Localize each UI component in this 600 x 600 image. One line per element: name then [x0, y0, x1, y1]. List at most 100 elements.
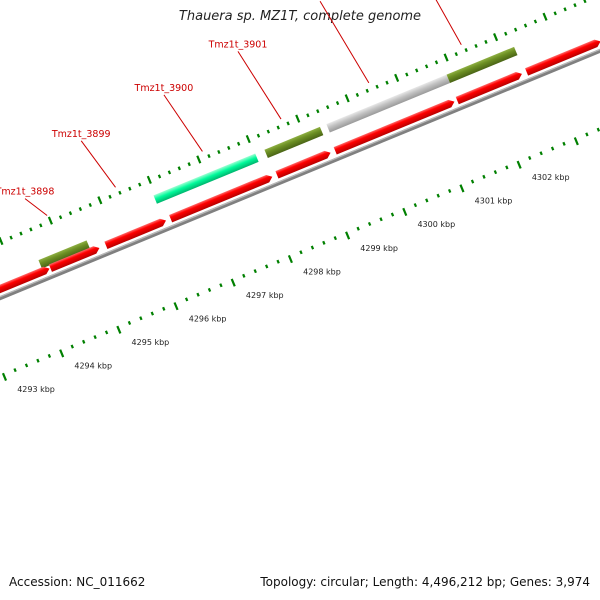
outer-ruler-tick [97, 196, 103, 205]
gene-callout-line [80, 140, 116, 188]
inner-ruler-tick [70, 344, 74, 349]
inner-ruler-tick [596, 127, 600, 132]
inner-ruler-tick [264, 264, 269, 269]
inner-ruler-tick [413, 203, 418, 208]
gene-label[interactable]: Tmz1t_3901 [208, 39, 268, 50]
inner-ruler-tick [436, 193, 440, 198]
outer-ruler-tick [227, 145, 231, 150]
map-title: Thauera sp. MZ1T, complete genome [178, 9, 422, 24]
outer-ruler-tick [39, 223, 43, 228]
inner-ruler-tick [345, 231, 351, 240]
outer-ruler-tick [187, 162, 191, 167]
outer-ruler-tick [335, 101, 340, 106]
forward-strand-features [38, 46, 518, 269]
outer-ruler-tick [454, 52, 458, 57]
outer-ruler-tick [542, 12, 548, 21]
outer-ruler-tick [58, 215, 63, 220]
outer-ruler-tick [108, 194, 112, 199]
outer-ruler-tick [326, 105, 330, 110]
inner-ruler-tick [425, 198, 429, 203]
gene-callout-line [237, 51, 282, 120]
inner-ruler-tick [196, 292, 200, 297]
kbp-label: 4299 kbp [360, 244, 398, 253]
cds-forward-tmz1t-3898[interactable] [38, 240, 90, 269]
outer-ruler-tick [553, 11, 557, 16]
outer-ruler-tick [563, 7, 567, 12]
outer-ruler-tick [88, 202, 92, 208]
cds-forward-tmz1t-3903[interactable] [446, 46, 518, 83]
cds-reverse-3[interactable] [169, 173, 274, 223]
inner-ruler-tick [173, 302, 179, 311]
inner-ruler-tick [573, 137, 579, 146]
outer-ruler-tick [394, 73, 400, 83]
outer-ruler-tick [474, 43, 478, 49]
outer-ruler-tick [0, 236, 4, 246]
outer-ruler-tick [68, 211, 73, 216]
genome-info-text: Topology: circular; Length: 4,496,212 bp… [260, 575, 590, 589]
kbp-label: 4296 kbp [189, 315, 227, 324]
outer-ruler-tick [375, 84, 379, 89]
inner-ruler-tick [242, 273, 246, 278]
outer-ruler-tick [236, 141, 241, 146]
inner-ruler-tick [162, 306, 166, 311]
rna-feature-tmz1t-3900[interactable] [153, 153, 259, 204]
outer-ruler-tick [78, 207, 83, 212]
gene-label[interactable]: Tmz1t_3899 [51, 129, 111, 140]
gene-callout-line [24, 198, 48, 216]
inner-ruler-tick [505, 165, 509, 170]
inner-ruler-tick [447, 188, 452, 194]
inner-ruler-tick [459, 184, 465, 193]
kbp-label: 4301 kbp [475, 197, 513, 206]
outer-ruler-tick [128, 186, 132, 191]
inner-ruler-tick [379, 217, 383, 222]
inner-ruler-tick [150, 311, 154, 316]
outer-ruler-tick [177, 166, 181, 171]
outer-ruler-tick [167, 170, 172, 175]
gray-feature-tmz1t-3902[interactable] [326, 74, 450, 133]
inner-ruler-tick [116, 325, 122, 334]
cds-reverse-7[interactable] [525, 38, 600, 76]
outer-ruler-tick [415, 68, 419, 73]
cds-reverse-1[interactable] [48, 244, 101, 272]
outer-ruler-tick [355, 92, 360, 97]
reverse-strand-features [0, 38, 600, 307]
outer-ruler-tick [196, 155, 202, 164]
cds-reverse-6[interactable] [455, 70, 524, 105]
outer-ruler-tick [295, 114, 301, 123]
outer-ruler-tick [493, 33, 499, 42]
inner-ruler-tick [299, 250, 303, 255]
kbp-label: 4298 kbp [303, 267, 341, 276]
gene-callout-line [403, 0, 462, 46]
inner-ruler [1, 127, 600, 382]
outer-ruler-tick [157, 174, 162, 179]
inner-ruler-tick [322, 240, 326, 245]
cds-reverse-4[interactable] [275, 149, 332, 179]
inner-ruler-tick [127, 320, 132, 326]
inner-ruler-tick [550, 146, 555, 151]
outer-ruler-tick [504, 31, 508, 36]
gene-callout-line [163, 94, 203, 152]
gene-label[interactable]: Tmz1t_3898 [0, 187, 54, 198]
gene-label[interactable]: Tmz1t_3900 [134, 83, 194, 94]
cds-reverse-2[interactable] [104, 217, 167, 250]
inner-ruler-tick [367, 221, 372, 227]
inner-ruler-tick [528, 155, 532, 161]
inner-ruler-tick [207, 287, 212, 293]
outer-ruler-tick [533, 19, 538, 24]
kbp-label: 4295 kbp [132, 338, 170, 347]
outer-ruler-tick [405, 72, 409, 77]
inner-ruler-tick [585, 132, 589, 137]
outer-ruler-tick [316, 109, 320, 114]
inner-ruler-tick [402, 207, 408, 217]
outer-ruler-tick [19, 231, 23, 236]
cds-forward-tmz1t-3901[interactable] [264, 126, 324, 159]
outer-ruler-tick [365, 88, 369, 93]
gene-label-layer: Tmz1t_3898 Tmz1t_3899 Tmz1t_3900 Tmz1t_3901… [0, 0, 349, 198]
outer-ruler-tick [424, 64, 429, 69]
cds-reverse-5[interactable] [333, 98, 456, 155]
cds-reverse-0[interactable] [0, 265, 51, 307]
kbp-label: 4302 kbp [532, 173, 570, 182]
outer-ruler-tick [276, 125, 280, 130]
outer-ruler-tick [217, 149, 221, 155]
